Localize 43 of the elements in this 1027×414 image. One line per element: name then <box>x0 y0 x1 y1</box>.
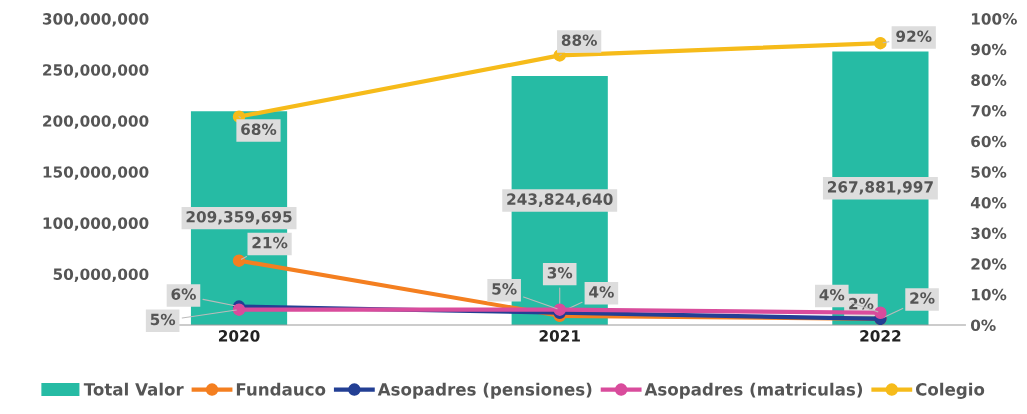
y-tick-label: 150,000,000 <box>43 166 149 180</box>
point <box>232 254 246 267</box>
data-label: 68% <box>241 123 277 135</box>
y2-tick-label: 20% <box>971 258 1007 270</box>
x-tick-label: 2020 <box>218 330 260 342</box>
y2-tick-label: 50% <box>971 166 1007 178</box>
y-tick-label: 300,000,000 <box>42 13 149 27</box>
y2-tick-label: 70% <box>971 105 1007 117</box>
legend-label: Asopadres (matriculas) <box>644 382 863 399</box>
data-label: 2% <box>910 292 935 304</box>
x-tick-label: 2022 <box>860 330 901 342</box>
y2-tick-label: 40% <box>970 196 1007 209</box>
data-label: 267,881,997 <box>827 181 933 195</box>
point <box>874 36 887 50</box>
data-label: 5% <box>492 283 517 295</box>
data-label: 243,824,640 <box>507 193 613 207</box>
y2-tick-label: 30% <box>971 227 1007 240</box>
y-tick-label: 50,000,000 <box>53 268 149 282</box>
legend-label: Fundauco <box>236 382 326 396</box>
data-label: 5% <box>150 313 176 326</box>
y-tick-label: 250,000,000 <box>43 64 149 78</box>
legend-label: Total Valor <box>83 382 184 396</box>
data-label: 21% <box>252 236 288 249</box>
x-tick-label: 2021 <box>539 330 580 342</box>
data-label: 4% <box>589 286 614 298</box>
data-label: 2% <box>849 297 874 310</box>
data-label: 4% <box>819 288 845 301</box>
data-label: 209,359,695 <box>186 210 292 225</box>
y2-tick-label: 0% <box>970 319 996 332</box>
y-tick-label: 200,000,000 <box>43 115 149 129</box>
data-label: 92% <box>896 30 932 43</box>
point <box>874 306 887 319</box>
y2-tick-label: 10% <box>971 288 1007 301</box>
y2-tick-label: 100% <box>971 13 1017 25</box>
data-label: 88% <box>561 34 597 46</box>
legend-label: Colegio <box>915 382 985 399</box>
data-label: 3% <box>547 267 573 279</box>
y2-tick-label: 80% <box>971 74 1007 86</box>
data-label: 6% <box>171 288 196 300</box>
y2-tick-label: 90% <box>971 43 1007 56</box>
legend-label: Asopadres (pensiones) <box>377 382 592 399</box>
y2-tick-label: 60% <box>971 135 1007 148</box>
y-tick-label: 100,000,000 <box>43 217 149 231</box>
